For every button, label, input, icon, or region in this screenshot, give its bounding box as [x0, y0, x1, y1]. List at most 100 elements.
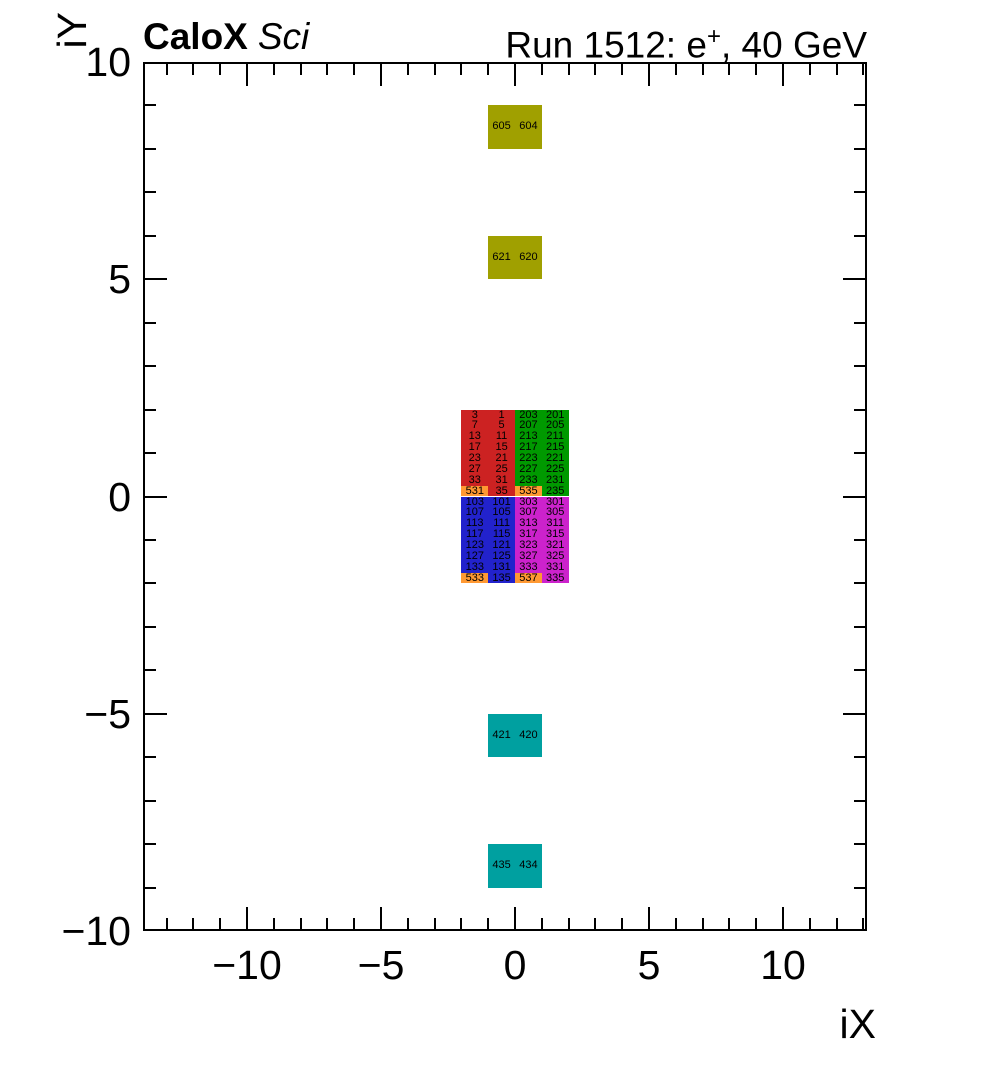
x-tick: [862, 918, 864, 929]
x-tick-top: [166, 64, 168, 75]
x-tick: [460, 918, 462, 929]
x-tick: [192, 918, 194, 929]
calo-cell-value: 325: [541, 550, 569, 562]
plot-title-left: CaloX Sci: [143, 18, 309, 56]
x-tick: [273, 918, 275, 929]
calo-cell-value: 11: [488, 431, 515, 443]
y-tick: [145, 539, 156, 541]
y-tick-label: −10: [61, 908, 131, 954]
calo-cell-value: 235: [541, 485, 569, 497]
y-tick-right: [854, 626, 865, 628]
calo-cell-value: 131: [488, 561, 515, 573]
x-tick-top: [809, 64, 811, 75]
experiment-sublabel: Sci: [257, 16, 310, 57]
y-tick: [145, 365, 156, 367]
calo-cell-value: 7: [461, 420, 489, 432]
run-label-suffix: , 40 GeV: [720, 24, 867, 66]
x-tick-label: −10: [212, 942, 282, 988]
calo-cell-value: 301: [541, 496, 569, 508]
calo-cell-value: 333: [515, 561, 542, 573]
x-tick-top: [514, 64, 516, 86]
y-tick: [145, 235, 156, 237]
calo-cell-value: 307: [515, 507, 542, 519]
x-tick: [541, 918, 543, 929]
x-tick: [300, 918, 302, 929]
calo-cell-value: 227: [515, 463, 542, 475]
y-tick: [145, 278, 167, 280]
x-tick-top: [621, 64, 623, 75]
calo-cell-value: 211: [541, 431, 569, 443]
calo-cell-value: 313: [515, 518, 542, 530]
calo-cell-value: 35: [488, 485, 515, 497]
plot-title-right: Run 1512: e+, 40 GeV: [505, 18, 867, 64]
calo-cell-value: 203: [515, 409, 542, 421]
calo-cell-value: 205: [541, 420, 569, 432]
y-tick-right: [854, 148, 865, 150]
x-tick-top: [702, 64, 704, 75]
calo-cell-value: 421: [492, 728, 511, 741]
y-tick: [145, 452, 156, 454]
x-tick-top: [728, 64, 730, 75]
calo-cell-value: 101: [488, 496, 515, 508]
calo-cell-value: 133: [461, 561, 489, 573]
calo-cell-value: 201: [541, 409, 569, 421]
x-tick-top: [782, 64, 784, 86]
calo-cell-value: 5: [488, 420, 515, 432]
y-tick-label: 5: [108, 256, 131, 303]
calo-cell-value: 233: [515, 474, 542, 486]
calo-block-teal-mid: [488, 713, 542, 758]
x-tick: [487, 918, 489, 929]
y-tick-label: 10: [85, 39, 131, 85]
calo-cell-value: 135: [488, 572, 515, 584]
x-tick-top: [273, 64, 275, 75]
calo-cell-value: 207: [515, 420, 542, 432]
calo-cell-value: 127: [461, 550, 489, 562]
x-tick: [782, 907, 784, 929]
y-tick-right: [854, 365, 865, 367]
x-tick-top: [434, 64, 436, 75]
x-tick: [675, 918, 677, 929]
calo-cell-value: 33: [461, 474, 489, 486]
calo-cell-value: 604: [519, 120, 538, 133]
x-tick: [755, 918, 757, 929]
calo-cell-value: 620: [519, 250, 538, 263]
calo-cell-value: 107: [461, 507, 489, 519]
run-label-prefix: Run 1512: e: [505, 24, 707, 66]
calo-cell-value: 317: [515, 529, 542, 540]
x-tick-label: 5: [637, 942, 661, 988]
calo-cell-value: 535: [515, 485, 542, 497]
calo-cell-value: 621: [492, 250, 511, 263]
calo-cell-value: 303: [515, 496, 542, 508]
calo-cell-value: 113: [461, 518, 489, 530]
y-tick-right: [854, 800, 865, 802]
calo-cell-value: 321: [541, 539, 569, 551]
calo-cell-value: 331: [541, 561, 569, 573]
calo-cell-value: 13: [461, 431, 489, 443]
x-tick: [702, 918, 704, 929]
x-tick-top: [755, 64, 757, 75]
y-tick-right: [843, 713, 865, 715]
x-tick-top: [594, 64, 596, 75]
calo-cell-value: 1: [488, 409, 515, 421]
calo-cell-value: 125: [488, 550, 515, 562]
calo-block-olive-mid: [488, 235, 542, 280]
y-tick-label: −5: [84, 690, 131, 737]
x-tick-top: [541, 64, 543, 75]
x-tick: [166, 918, 168, 929]
x-tick-label: 0: [503, 942, 527, 988]
calo-cell-value: 23: [461, 453, 489, 464]
y-tick-right: [854, 756, 865, 758]
calo-cell-value: 31: [488, 474, 515, 486]
y-tick: [145, 409, 156, 411]
calo-cell-value: 17: [461, 442, 489, 454]
y-tick: [145, 582, 156, 584]
calo-cell-value: 121: [488, 539, 515, 551]
x-tick-top: [862, 64, 864, 75]
x-tick-top: [380, 64, 382, 86]
calo-cell-value: 225: [541, 463, 569, 475]
x-tick: [836, 918, 838, 929]
y-tick-right: [854, 669, 865, 671]
plot-frame: [143, 62, 867, 931]
y-tick-right: [843, 278, 865, 280]
y-tick: [145, 191, 156, 193]
